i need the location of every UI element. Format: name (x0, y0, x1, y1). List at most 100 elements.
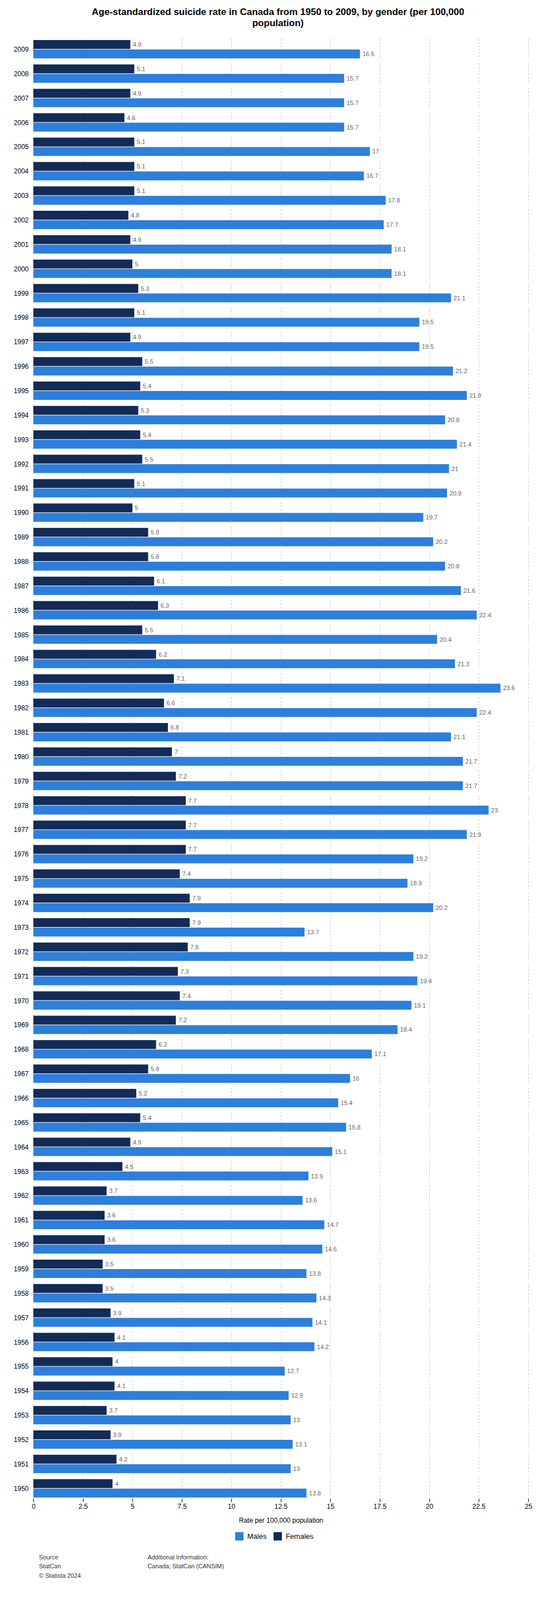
svg-text:15.1: 15.1 (334, 1148, 347, 1155)
svg-text:19.2: 19.2 (415, 952, 428, 960)
svg-text:1960: 1960 (13, 1240, 29, 1249)
svg-text:1978: 1978 (13, 801, 29, 810)
svg-text:1985: 1985 (13, 631, 29, 639)
svg-text:14.7: 14.7 (326, 1220, 339, 1228)
svg-text:3.7: 3.7 (108, 1406, 118, 1414)
svg-text:15.4: 15.4 (340, 1099, 353, 1106)
svg-text:1952: 1952 (13, 1435, 29, 1444)
svg-text:15.7: 15.7 (346, 75, 359, 82)
svg-text:3.6: 3.6 (107, 1235, 116, 1243)
svg-text:20.8: 20.8 (447, 416, 460, 424)
svg-text:12.7: 12.7 (287, 1367, 300, 1374)
svg-text:22.5: 22.5 (472, 1502, 486, 1511)
svg-text:7: 7 (174, 748, 178, 756)
svg-text:4.9: 4.9 (132, 333, 142, 341)
svg-text:5: 5 (135, 260, 139, 268)
svg-text:1998: 1998 (13, 313, 29, 322)
svg-text:5.1: 5.1 (136, 138, 146, 146)
svg-text:3.5: 3.5 (105, 1284, 114, 1292)
svg-text:21.4: 21.4 (459, 440, 471, 448)
svg-text:12.5: 12.5 (274, 1502, 289, 1511)
svg-text:20.8: 20.8 (447, 562, 460, 570)
svg-text:21.9: 21.9 (469, 391, 481, 399)
svg-text:1999: 1999 (13, 289, 29, 298)
svg-text:15: 15 (326, 1502, 335, 1511)
svg-text:1957: 1957 (13, 1313, 29, 1322)
svg-text:2000: 2000 (13, 265, 29, 273)
svg-text:1996: 1996 (13, 362, 29, 371)
svg-text:19.5: 19.5 (422, 318, 434, 326)
svg-text:1961: 1961 (13, 1215, 29, 1224)
svg-text:1953: 1953 (13, 1411, 29, 1419)
svg-text:21.9: 21.9 (469, 831, 481, 838)
svg-text:3.9: 3.9 (112, 1431, 122, 1438)
svg-text:7.9: 7.9 (192, 919, 201, 926)
svg-text:4: 4 (115, 1357, 119, 1365)
svg-text:14.6: 14.6 (324, 1245, 337, 1253)
svg-text:5.4: 5.4 (142, 431, 152, 439)
svg-text:7.2: 7.2 (178, 1016, 187, 1024)
svg-text:4.9: 4.9 (132, 41, 142, 48)
svg-text:23.6: 23.6 (503, 684, 515, 692)
svg-text:1977: 1977 (13, 825, 29, 834)
svg-text:6.6: 6.6 (166, 699, 175, 707)
svg-text:5: 5 (130, 1502, 135, 1511)
svg-text:5.3: 5.3 (140, 406, 150, 414)
svg-text:15.7: 15.7 (346, 99, 359, 107)
svg-text:1981: 1981 (13, 728, 29, 737)
svg-text:14.1: 14.1 (314, 1318, 327, 1326)
svg-text:1972: 1972 (13, 947, 29, 956)
svg-text:13.7: 13.7 (306, 928, 319, 936)
svg-text:1982: 1982 (13, 703, 29, 712)
svg-text:7.7: 7.7 (188, 797, 197, 804)
svg-text:7.4: 7.4 (182, 992, 191, 1000)
svg-text:1950: 1950 (13, 1484, 29, 1493)
svg-text:1967: 1967 (13, 1069, 29, 1078)
svg-text:1969: 1969 (13, 1020, 29, 1029)
svg-text:1966: 1966 (13, 1094, 29, 1102)
svg-text:6.8: 6.8 (170, 723, 180, 731)
svg-text:1958: 1958 (13, 1289, 29, 1298)
svg-text:1980: 1980 (13, 752, 29, 761)
svg-text:22.4: 22.4 (479, 708, 491, 716)
svg-text:3.9: 3.9 (112, 1309, 122, 1317)
svg-text:4.9: 4.9 (132, 236, 142, 243)
svg-text:13: 13 (293, 1416, 300, 1423)
svg-text:Rate per 100,000 population: Rate per 100,000 population (239, 1516, 324, 1524)
svg-text:2006: 2006 (13, 118, 29, 127)
svg-text:6.2: 6.2 (158, 1040, 167, 1048)
svg-text:23: 23 (490, 806, 498, 814)
svg-text:1954: 1954 (13, 1386, 29, 1395)
svg-text:5.4: 5.4 (142, 1114, 152, 1121)
svg-text:7.4: 7.4 (182, 870, 191, 877)
svg-text:17: 17 (372, 147, 380, 155)
svg-text:1989: 1989 (13, 533, 29, 541)
svg-text:14.3: 14.3 (319, 1294, 331, 1302)
svg-text:2001: 2001 (13, 240, 29, 249)
svg-text:5.5: 5.5 (144, 626, 153, 634)
svg-text:1951: 1951 (13, 1460, 29, 1468)
svg-text:2007: 2007 (13, 94, 29, 103)
svg-text:22.4: 22.4 (479, 611, 491, 619)
svg-text:2008: 2008 (13, 70, 29, 78)
svg-text:18.1: 18.1 (394, 270, 406, 277)
svg-text:1990: 1990 (13, 508, 29, 517)
svg-text:25: 25 (524, 1502, 533, 1511)
svg-text:4.2: 4.2 (118, 1455, 128, 1463)
svg-text:5.1: 5.1 (136, 65, 146, 73)
svg-text:1995: 1995 (13, 386, 29, 395)
svg-text:13.6: 13.6 (305, 1196, 317, 1204)
svg-text:1962: 1962 (13, 1191, 29, 1200)
svg-text:1997: 1997 (13, 338, 29, 346)
svg-text:16: 16 (352, 1074, 360, 1082)
svg-text:1955: 1955 (13, 1362, 29, 1370)
svg-text:1979: 1979 (13, 777, 29, 786)
svg-text:21: 21 (451, 465, 459, 473)
svg-text:2.5: 2.5 (78, 1502, 88, 1511)
svg-text:3.7: 3.7 (108, 1187, 118, 1194)
svg-text:19.5: 19.5 (422, 343, 434, 350)
svg-text:21.3: 21.3 (457, 660, 470, 668)
svg-text:18.9: 18.9 (409, 879, 422, 887)
svg-text:21.6: 21.6 (463, 587, 475, 594)
svg-text:13: 13 (293, 1465, 300, 1472)
